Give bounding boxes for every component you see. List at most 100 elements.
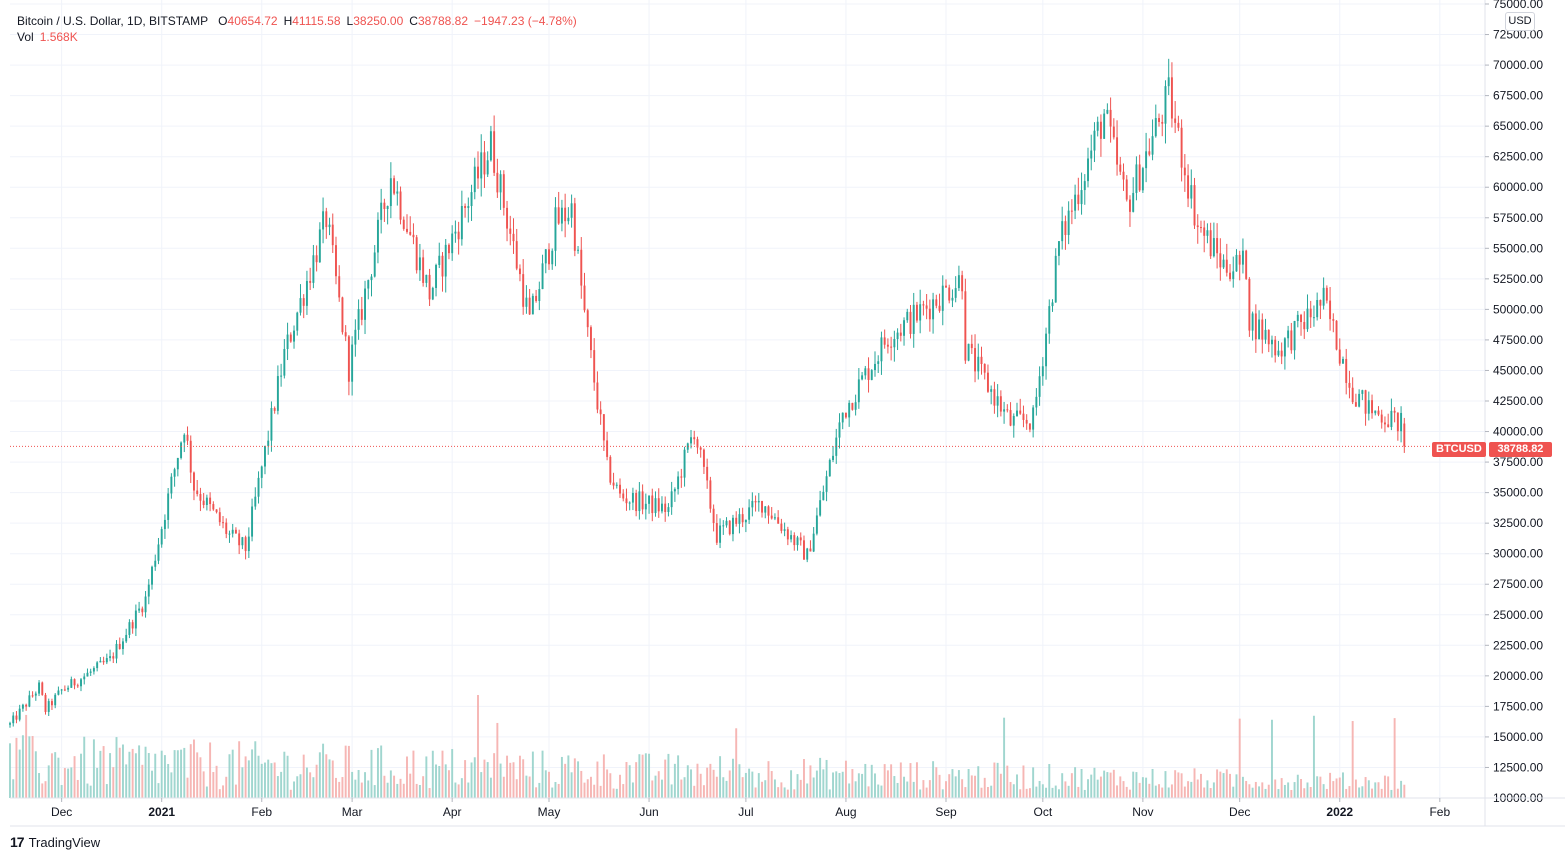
volume-bar <box>318 752 321 798</box>
symbol-title[interactable]: Bitcoin / U.S. Dollar, 1D, BITSTAMP <box>17 14 209 28</box>
volume-bar <box>1390 789 1393 798</box>
volume-bar <box>1064 781 1067 798</box>
volume-bar <box>1354 779 1357 798</box>
volume-bar <box>825 759 828 798</box>
price-axis[interactable]: 10000.0012500.0015000.0017500.0020000.00… <box>1484 0 1543 826</box>
candle-body <box>1387 424 1390 428</box>
time-axis[interactable]: Dec 2021 Feb Mar Apr May Jun Jul Aug Sep Oct Nov Dec… <box>10 797 1565 827</box>
candle-body <box>1061 221 1064 242</box>
candle-body <box>1277 350 1280 356</box>
volume-bar <box>196 752 199 798</box>
candle-body <box>754 500 757 503</box>
candle-body <box>1367 400 1370 414</box>
candle-body <box>783 529 786 531</box>
volume-bar <box>1364 777 1367 798</box>
volume-bar <box>1096 779 1099 798</box>
volume-bar <box>722 777 725 798</box>
volume-bar <box>1329 772 1332 798</box>
volume-bar <box>238 741 241 798</box>
candle-body <box>1177 122 1180 128</box>
volume-bar <box>1019 789 1022 798</box>
volume-bar <box>9 743 11 798</box>
volume-bar <box>699 773 702 798</box>
candle-body <box>1128 199 1131 212</box>
volume-bar <box>1274 779 1277 798</box>
volume-bar <box>680 779 683 798</box>
candle-body <box>1245 250 1248 279</box>
candle-body <box>293 330 295 342</box>
candle-body <box>844 412 847 418</box>
volume-bar <box>376 748 379 798</box>
candle-body <box>841 412 844 423</box>
volume-bar <box>1083 789 1086 798</box>
candle-body <box>341 297 344 333</box>
chart-grid <box>10 0 1485 799</box>
volume-bar <box>573 758 576 798</box>
candle-body <box>422 257 425 283</box>
volume-bar <box>957 770 960 798</box>
candle-body <box>234 529 237 534</box>
volume-label[interactable]: Vol <box>17 30 34 44</box>
volume-bar <box>877 784 880 798</box>
candle-body <box>1380 414 1383 423</box>
volume-bar <box>1400 780 1403 798</box>
y-tick-label: 67500.00 <box>1493 89 1543 103</box>
volume-bar <box>331 760 334 798</box>
candle-body <box>451 233 454 254</box>
volume-bar <box>1377 782 1380 798</box>
volume-bar <box>231 749 234 798</box>
volume-bar <box>606 769 609 798</box>
volume-row: Vol 1.568K <box>17 29 577 45</box>
candle-body <box>522 274 525 307</box>
volume-bar <box>557 783 560 798</box>
volume-bar <box>990 785 993 798</box>
y-tick-label: 47500.00 <box>1493 333 1543 347</box>
volume-bar <box>364 772 367 798</box>
volume-bar <box>1206 780 1209 798</box>
symbol-price-tag: BTCUSD <box>1432 442 1486 457</box>
y-tick-label: 40000.00 <box>1493 425 1543 439</box>
volume-bar <box>993 762 996 798</box>
candle-body <box>460 206 463 240</box>
candle-body <box>138 608 141 611</box>
volume-bar <box>50 753 53 798</box>
y-tick-label: 55000.00 <box>1493 241 1543 255</box>
candle-body <box>780 523 783 531</box>
candle-body <box>606 440 609 457</box>
volume-bar <box>874 773 876 798</box>
volume-bar <box>799 779 802 798</box>
volume-bar <box>215 765 218 798</box>
candle-body <box>1261 319 1264 340</box>
x-tick-label: 2022 <box>1326 805 1353 819</box>
candle-body <box>76 685 79 687</box>
candle-body <box>1212 238 1215 257</box>
candle-body <box>803 540 805 560</box>
currency-button[interactable]: USD <box>1505 12 1535 31</box>
candle-body <box>615 484 618 486</box>
volume-bar <box>54 752 57 798</box>
candle-body <box>957 275 960 289</box>
candle-body <box>428 274 431 300</box>
volume-bar <box>564 763 567 798</box>
volume-bar <box>1290 789 1293 798</box>
volume-bar <box>1045 787 1048 798</box>
volume-bar <box>815 770 818 798</box>
volume-bar <box>828 789 831 798</box>
candle-body <box>654 498 657 514</box>
candle-body <box>880 337 883 362</box>
volume-bar <box>1393 718 1396 798</box>
candle-body <box>835 437 838 456</box>
candle-body <box>593 350 596 383</box>
volume-bar <box>225 776 228 798</box>
candle-body <box>912 304 915 334</box>
volume-bar <box>1177 772 1180 798</box>
candle-body <box>996 396 999 406</box>
volume-bar <box>370 749 373 798</box>
volume-bar <box>309 772 312 798</box>
volume-bar <box>1038 780 1041 798</box>
volume-bar <box>305 767 308 798</box>
volume-bar <box>154 753 157 798</box>
volume-bar <box>638 754 641 798</box>
tradingview-brand[interactable]: 17 TradingView <box>10 834 100 850</box>
